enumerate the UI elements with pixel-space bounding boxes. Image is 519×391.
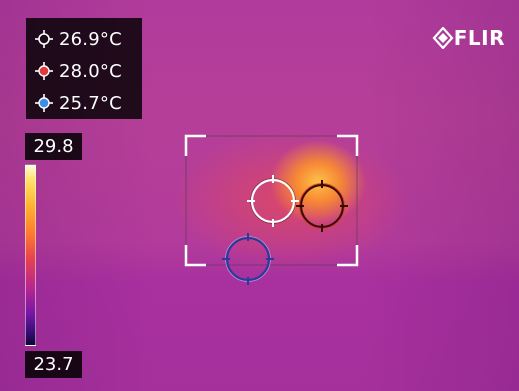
measurement-box[interactable]: [184, 134, 359, 267]
hot-spot-marker[interactable]: [296, 180, 348, 232]
flir-logo-text: FLIR: [453, 26, 505, 50]
crosshair-white-icon: [35, 30, 53, 48]
temperature-color-scale: [25, 164, 36, 346]
cold-spot-marker[interactable]: [222, 233, 274, 285]
readout-center-spot: 26.9°C: [26, 24, 122, 54]
cold-spot-value: 25.7°C: [59, 92, 122, 114]
scale-max-label: 29.8: [25, 133, 82, 160]
readout-hot-spot: 28.0°C: [26, 56, 122, 86]
measurement-readout-panel: 26.9°C 28.0°C 25.7°C: [26, 18, 142, 119]
scale-min-label: 23.7: [25, 351, 82, 378]
hot-spot-value: 28.0°C: [59, 60, 122, 82]
flir-logo: FLIR: [432, 26, 505, 50]
center-spot-marker[interactable]: [247, 175, 299, 227]
crosshair-red-icon: [35, 62, 53, 80]
flir-diamond-icon: [432, 27, 454, 49]
readout-cold-spot: 25.7°C: [26, 88, 122, 118]
center-spot-value: 26.9°C: [59, 28, 122, 50]
crosshair-blue-icon: [35, 94, 53, 112]
